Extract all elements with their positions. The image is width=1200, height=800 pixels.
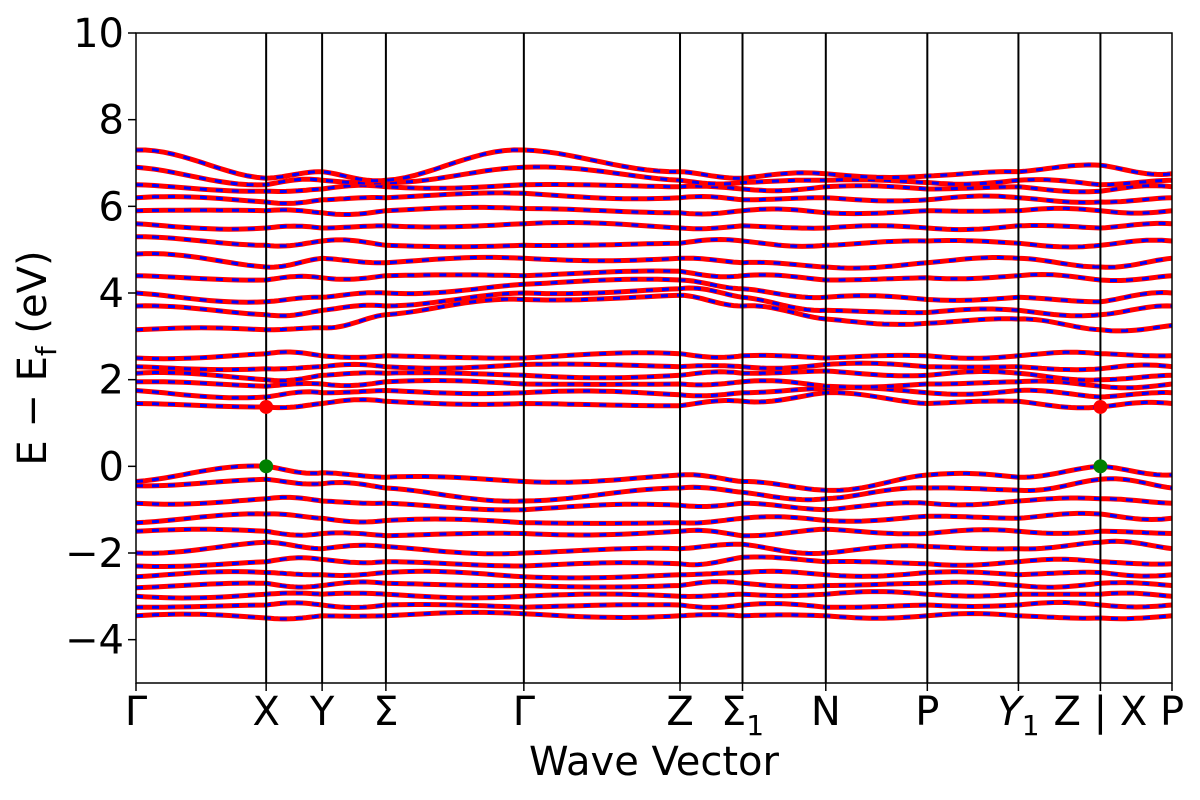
bands-layer [136,147,1172,622]
y-tick-label: 2 [99,358,124,404]
vbm-marker [1093,459,1108,474]
y-tick-label: 8 [99,98,124,144]
x-tick-label: Z [666,689,693,735]
band-line-spin-down [136,600,1172,610]
band-line-spin-down [136,569,1172,580]
x-tick-label: Y [309,689,335,735]
x-tick-label: N [811,689,841,735]
x-tick-label: X [252,689,279,735]
band-line-spin-up [136,251,1172,271]
cbm-marker [259,399,274,414]
y-axis-ticks: −4 −2 0 2 4 6 8 10 [65,11,136,664]
band-line-spin-down [136,286,1172,318]
band-line-spin-down [136,269,1172,282]
y-axis-label: E − Ef (eV) [10,250,63,465]
y-axis-label-unit: (eV) [10,250,56,346]
y-tick-label: 0 [99,444,124,490]
band-line-spin-down [136,378,1172,390]
y-tick-label: 4 [99,271,124,317]
band-line-spin-down [136,464,1172,492]
band-line-spin-down [136,191,1172,205]
band-line-spin-down [136,252,1172,270]
y-tick-label: 6 [99,184,124,230]
band-line-spin-down [136,527,1172,538]
band-line-spin-down [136,610,1172,621]
band-line-spin-down [136,590,1172,600]
band-line-spin-down [136,580,1172,590]
band-line-spin-down [136,235,1172,249]
band-line-spin-down [136,350,1172,361]
band-line-spin-down [136,511,1172,525]
band-line-spin-down [136,183,1172,194]
band-line-spin-down [136,148,1172,183]
y-tick-label: −2 [65,531,124,577]
x-tick-label: Γ [513,689,536,735]
x-axis-label: Wave Vector [529,739,780,785]
band-line-spin-down [136,220,1172,232]
y-axis-label-sub: f [30,345,63,356]
x-tick-label: Σ [373,689,398,735]
band-line-spin-down [136,361,1172,372]
x-tick-label: P [915,689,939,735]
band-line-spin-down [136,555,1172,568]
y-axis-label-main: E − E [10,356,56,466]
band-line-spin-down [136,495,1172,512]
band-line-spin-down [136,277,1172,304]
band-line-spin-down [136,477,1172,503]
y-tick-label: −4 [65,618,124,664]
x-axis-ticks: Γ X Y Σ Γ Z Σ1 N P Y1 Z | X P [125,683,1184,742]
k-point-lines [265,33,1102,683]
band-line-spin-down [136,205,1172,216]
band-line-spin-down [136,539,1172,556]
cbm-marker [1093,399,1108,414]
band-line-spin-down [136,390,1172,410]
x-tick-label: Y1 [997,689,1039,742]
band-line-spin-down [136,293,1172,333]
y-tick-label: 10 [73,11,124,57]
band-line-spin-down [136,385,1172,400]
x-tick-label: P [1160,689,1184,735]
plot-frame [135,32,1173,684]
vbm-marker [259,459,274,474]
x-tick-label: Z | X [1054,689,1148,735]
x-tick-label: Σ1 [721,689,764,742]
band-line-spin-down [136,369,1172,383]
band-edge-markers [259,399,1108,474]
x-tick-label: Γ [125,689,148,735]
band-line-spin-down [136,165,1172,187]
